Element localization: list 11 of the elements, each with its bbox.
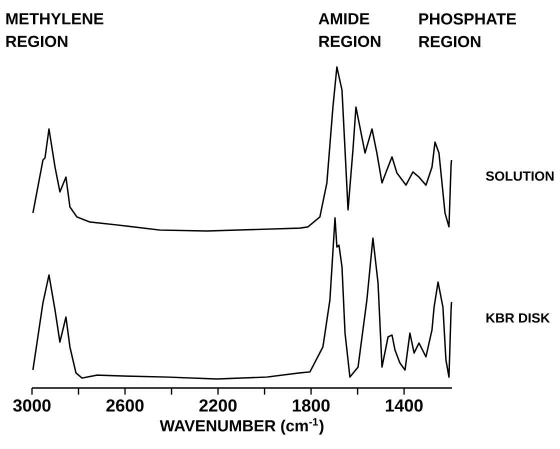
x-axis-title: WAVENUMBER (cm$^{-1}$) [160,418,324,435]
text: METHYLENE REGION [6,13,104,48]
x-tick-label: 2600 [106,399,144,412]
text: KBR DISK [486,313,550,323]
text: PHOSPHATE REGION [419,13,516,48]
text: AMIDE REGION [318,13,380,48]
x-tick-label: 1800 [292,399,330,412]
text: SOLUTION [486,171,554,181]
x-tick-label: 3000 [13,399,51,412]
x-tick-label: 2200 [199,399,237,412]
x-tick-label: 1400 [386,399,423,412]
